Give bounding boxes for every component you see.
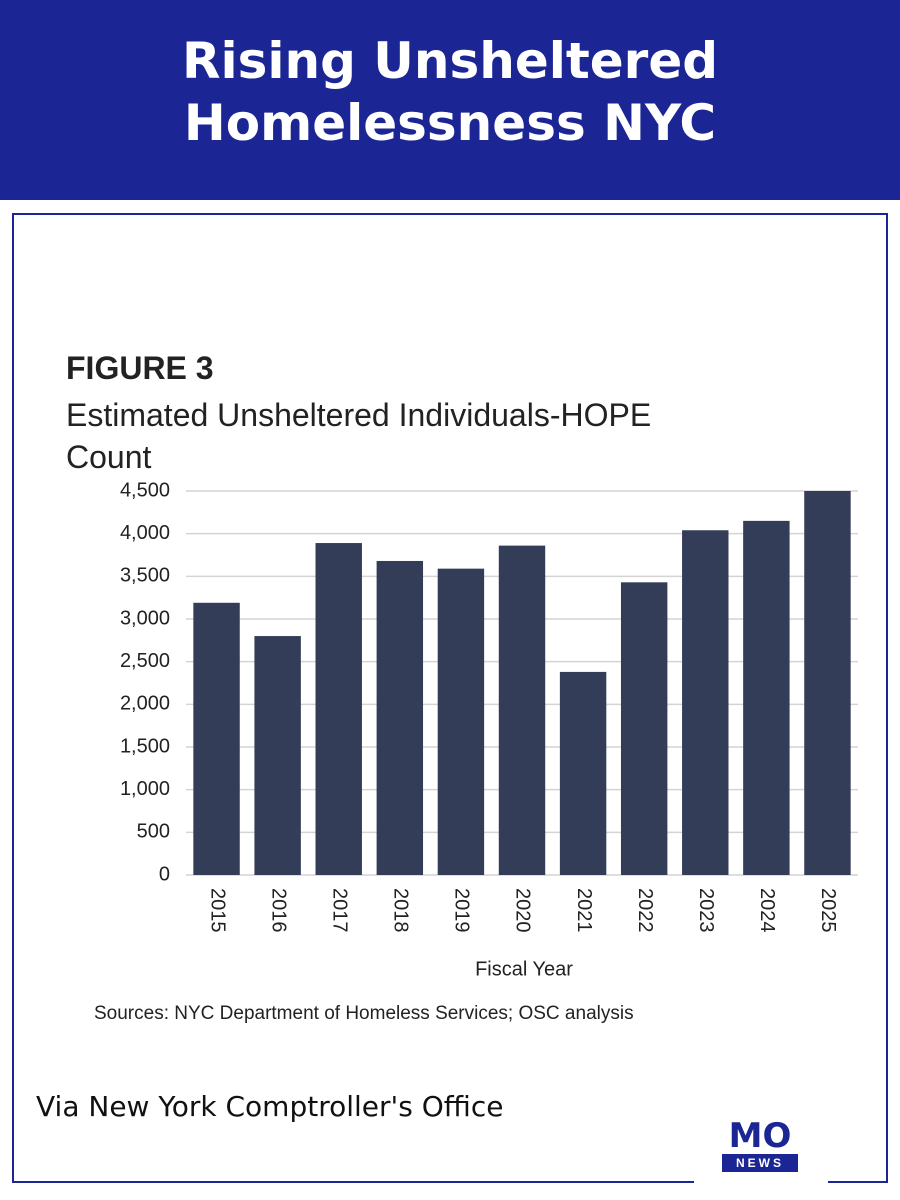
logo-text: MO xyxy=(728,1116,792,1156)
x-axis-label: Fiscal Year xyxy=(475,958,573,980)
y-tick-label: 4,500 xyxy=(120,479,170,501)
x-tick-label: 2022 xyxy=(634,888,656,933)
x-tick-label: 2019 xyxy=(451,888,473,933)
header-banner: Rising Unsheltered Homelessness NYC xyxy=(0,0,900,200)
x-tick-label: 2018 xyxy=(390,888,412,933)
bar xyxy=(254,636,301,875)
bar xyxy=(376,560,424,875)
y-tick-label: 0 xyxy=(159,863,170,885)
bar xyxy=(620,582,668,875)
x-tick-label: 2017 xyxy=(328,888,350,933)
y-tick-label: 2,000 xyxy=(120,693,170,715)
x-tick-label: 2021 xyxy=(573,888,595,933)
bar xyxy=(498,545,546,875)
y-tick-label: 1,500 xyxy=(120,735,170,757)
figure-label: FIGURE 3 xyxy=(66,350,214,386)
bar xyxy=(682,530,729,875)
bar xyxy=(804,491,851,875)
y-tick-label: 1,000 xyxy=(120,778,170,800)
y-tick-label: 2,500 xyxy=(120,650,170,672)
logo-text: NEWS xyxy=(722,1154,798,1172)
headline: Rising Unsheltered Homelessness NYC xyxy=(181,32,719,152)
y-tick-label: 500 xyxy=(137,821,170,843)
x-tick-label: 2023 xyxy=(695,888,717,933)
x-tick-label: 2024 xyxy=(756,888,778,933)
x-tick-label: 2015 xyxy=(206,888,228,933)
y-tick-label: 4,000 xyxy=(120,522,170,544)
credit: Via New York Comptroller's Office xyxy=(36,1090,504,1123)
frame-line xyxy=(12,1181,694,1183)
x-tick-label: 2025 xyxy=(817,888,839,933)
bar xyxy=(559,671,607,875)
x-tick-label: 2016 xyxy=(267,888,289,933)
bar xyxy=(743,520,790,875)
x-tick-label: 2020 xyxy=(512,888,534,933)
bar xyxy=(437,568,485,875)
frame-line xyxy=(828,1181,886,1183)
bar xyxy=(193,602,240,875)
bar xyxy=(315,543,362,875)
logo: MO NEWS xyxy=(722,1118,798,1172)
y-tick-label: 3,000 xyxy=(120,607,170,629)
y-tick-label: 3,500 xyxy=(120,565,170,587)
source: Sources: NYC Department of Homeless Serv… xyxy=(94,1003,634,1024)
chart-title: Estimated Unsheltered Individuals-HOPE C… xyxy=(66,397,652,475)
frame xyxy=(12,213,888,1183)
